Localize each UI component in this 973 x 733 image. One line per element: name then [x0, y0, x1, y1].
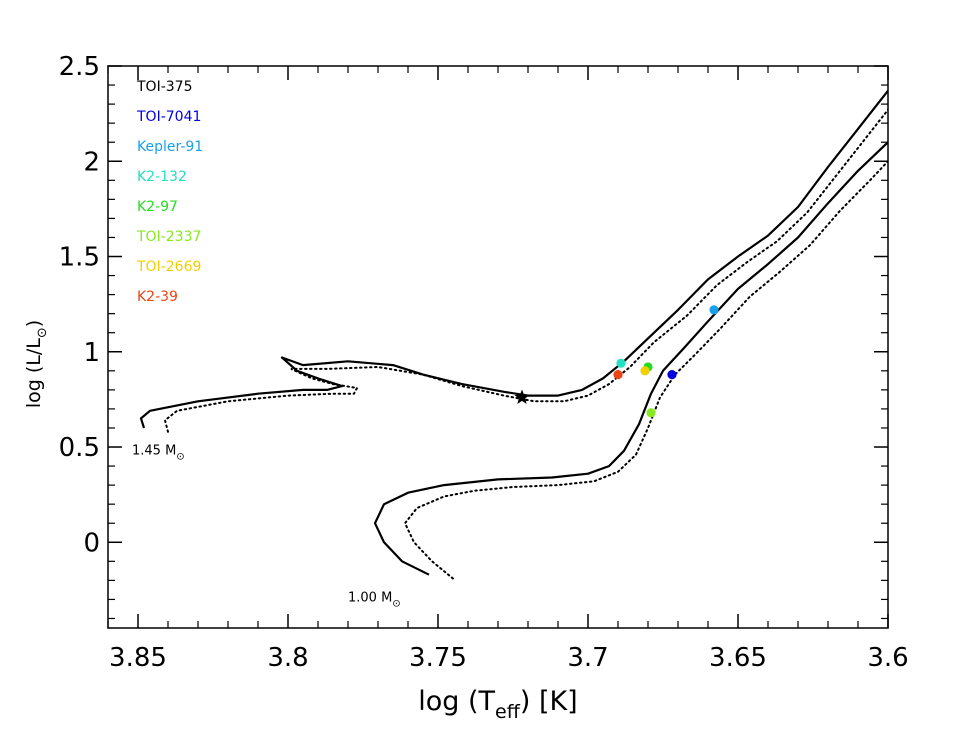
- track-mass-label: 1.00 M⊙: [348, 590, 401, 609]
- point-k2-39: [613, 370, 623, 380]
- legend-entry-toi-2669: TOI-2669: [136, 259, 201, 275]
- y-tick-label: 0.5: [59, 433, 100, 463]
- star-marker-toi-375: [514, 389, 530, 404]
- y-axis-title-main: log (L/L: [23, 338, 45, 408]
- track-mass-sun-symbol: ⊙: [176, 452, 184, 463]
- x-axis-title-main: log (T: [418, 686, 495, 717]
- track-dotted-line: [403, 159, 888, 580]
- track-dotted-line: [163, 108, 888, 433]
- data-points: [514, 305, 719, 418]
- point-k2-132: [616, 358, 626, 368]
- track-solid-line: [139, 88, 888, 429]
- y-tick-label: 1: [83, 338, 100, 368]
- x-tick-label: 3.65: [709, 643, 767, 673]
- x-tick-label: 3.7: [567, 643, 608, 673]
- point-toi-2337: [646, 408, 656, 418]
- track-mass-label: 1.45 M⊙: [132, 444, 185, 463]
- legend-entry-kepler-91: Kepler-91: [137, 139, 203, 155]
- y-tick-label: 0: [83, 528, 100, 558]
- x-tick-label: 3.6: [867, 643, 908, 673]
- y-tick-label: 2.5: [59, 52, 100, 82]
- y-axis-title: log (L/L⊙): [23, 320, 50, 408]
- evolutionary-tracks: [139, 88, 888, 580]
- legend-entry-toi-7041: TOI-7041: [136, 109, 201, 125]
- point-toi-2669: [640, 366, 650, 376]
- axis-ticks: 3.85 3.8 3.75 3.7 3.65 3.6 0 0.5 1 1.5 2 2.5: [59, 52, 909, 673]
- legend-entry-k2-132: K2-132: [137, 169, 187, 185]
- point-toi-7041: [667, 370, 677, 380]
- y-tick-label: 2: [83, 147, 100, 177]
- x-tick-label: 3.85: [109, 643, 167, 673]
- track-mass-value: 1.45 M: [132, 444, 176, 459]
- x-tick-label: 3.8: [267, 643, 308, 673]
- y-axis-title-suffix: ): [23, 320, 45, 327]
- x-axis-title-suffix: ) [K]: [520, 686, 578, 717]
- x-axis-title-sub: eff: [495, 701, 521, 723]
- x-axis-title: log (Teff) [K]: [418, 686, 577, 723]
- legend-entry-toi-2337: TOI-2337: [136, 229, 201, 245]
- y-axis-title-sun: ⊙: [35, 327, 50, 338]
- track-mass-sun-symbol: ⊙: [392, 598, 400, 609]
- point-kepler-91: [709, 305, 719, 315]
- legend-entry-k2-97: K2-97: [137, 199, 178, 215]
- legend: TOI-375 TOI-7041 Kepler-91 K2-132 K2-97 TOI-2…: [136, 79, 203, 305]
- legend-entry-k2-39: K2-39: [137, 289, 178, 305]
- track-mass-value: 1.00 M: [348, 590, 392, 605]
- plot-frame: [107, 65, 889, 629]
- x-tick-label: 3.75: [409, 643, 467, 673]
- y-tick-label: 1.5: [59, 243, 100, 273]
- track-solid-line: [373, 140, 888, 576]
- legend-entry-toi-375: TOI-375: [136, 79, 192, 95]
